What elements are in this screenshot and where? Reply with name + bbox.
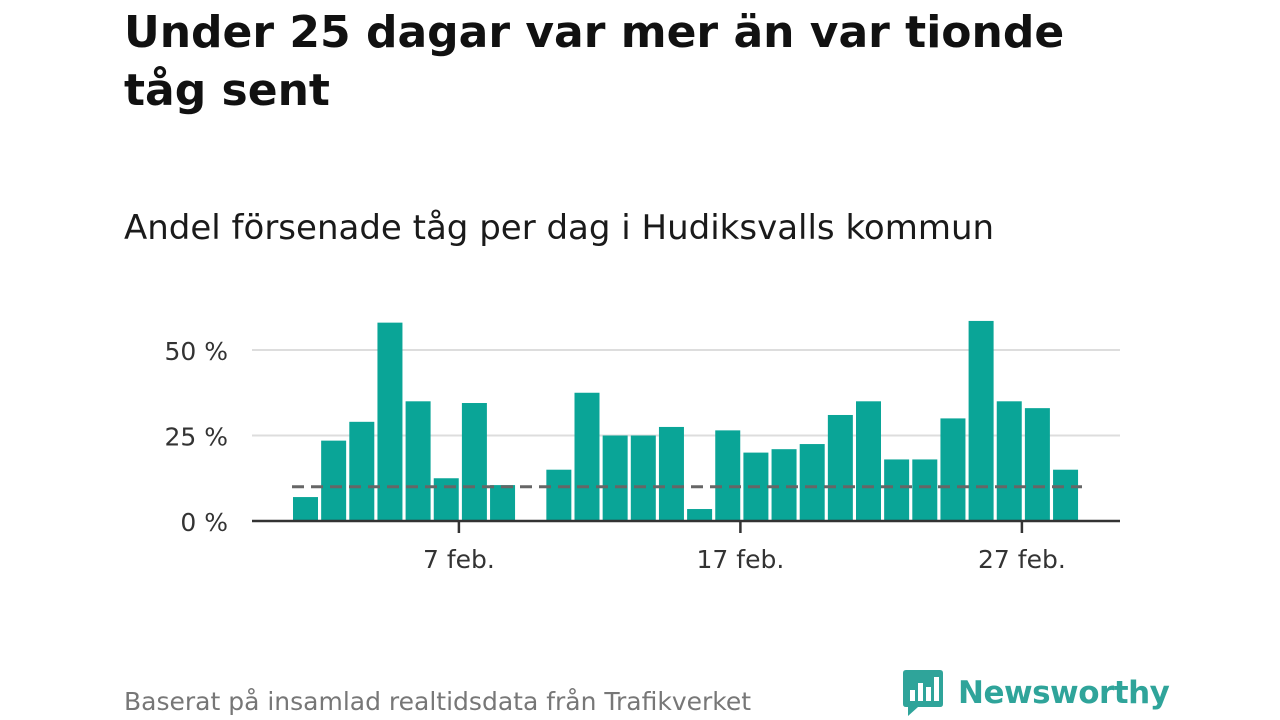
bar: [490, 485, 516, 521]
bar: [1053, 469, 1079, 521]
x-axis: [252, 519, 1120, 533]
bar: [856, 401, 881, 521]
x-tick-label: 7 feb.: [423, 545, 495, 574]
y-tick-label: 50 %: [164, 337, 228, 366]
bar: [715, 430, 741, 521]
bar: [771, 449, 797, 521]
bar: [827, 414, 853, 521]
source-note: Baserat på insamlad realtidsdata från Tr…: [124, 687, 752, 716]
bar: [321, 440, 347, 521]
bar: [293, 497, 318, 521]
bar-chart-speech-bubble-icon: [903, 670, 943, 716]
bar: [940, 418, 966, 521]
bar: [433, 478, 459, 521]
bar-chart: 0 % 25 % 50 % 7 feb. 17 feb. 27 feb.: [164, 320, 1120, 574]
bar: [912, 459, 938, 521]
bar: [658, 426, 684, 521]
y-axis-labels: 0 % 25 % 50 %: [164, 337, 228, 537]
y-tick-label: 0 %: [180, 508, 228, 537]
bar: [546, 469, 572, 521]
brand-logo: Newsworthy: [902, 668, 1170, 718]
bar: [574, 392, 600, 521]
bar: [630, 435, 656, 521]
chart-title: Under 25 dagar var mer än var tionde tåg…: [124, 7, 1065, 116]
bar: [461, 403, 487, 521]
bars: [293, 320, 1079, 521]
bar: [884, 459, 910, 521]
bar: [405, 401, 431, 521]
bar: [602, 435, 628, 521]
bar: [687, 509, 713, 521]
bar: [799, 444, 825, 521]
y-tick-label: 25 %: [164, 423, 228, 452]
brand-name: Newsworthy: [958, 675, 1170, 711]
bar: [968, 320, 994, 521]
chart-subtitle: Andel försenade tåg per dag i Hudiksvall…: [124, 208, 995, 248]
bar: [377, 322, 403, 521]
bar: [349, 421, 375, 521]
bar: [996, 401, 1022, 521]
bar: [1024, 408, 1050, 521]
x-tick-label: 17 feb.: [697, 545, 785, 574]
x-axis-labels: 7 feb. 17 feb. 27 feb.: [423, 545, 1066, 574]
x-tick-label: 27 feb.: [978, 545, 1066, 574]
